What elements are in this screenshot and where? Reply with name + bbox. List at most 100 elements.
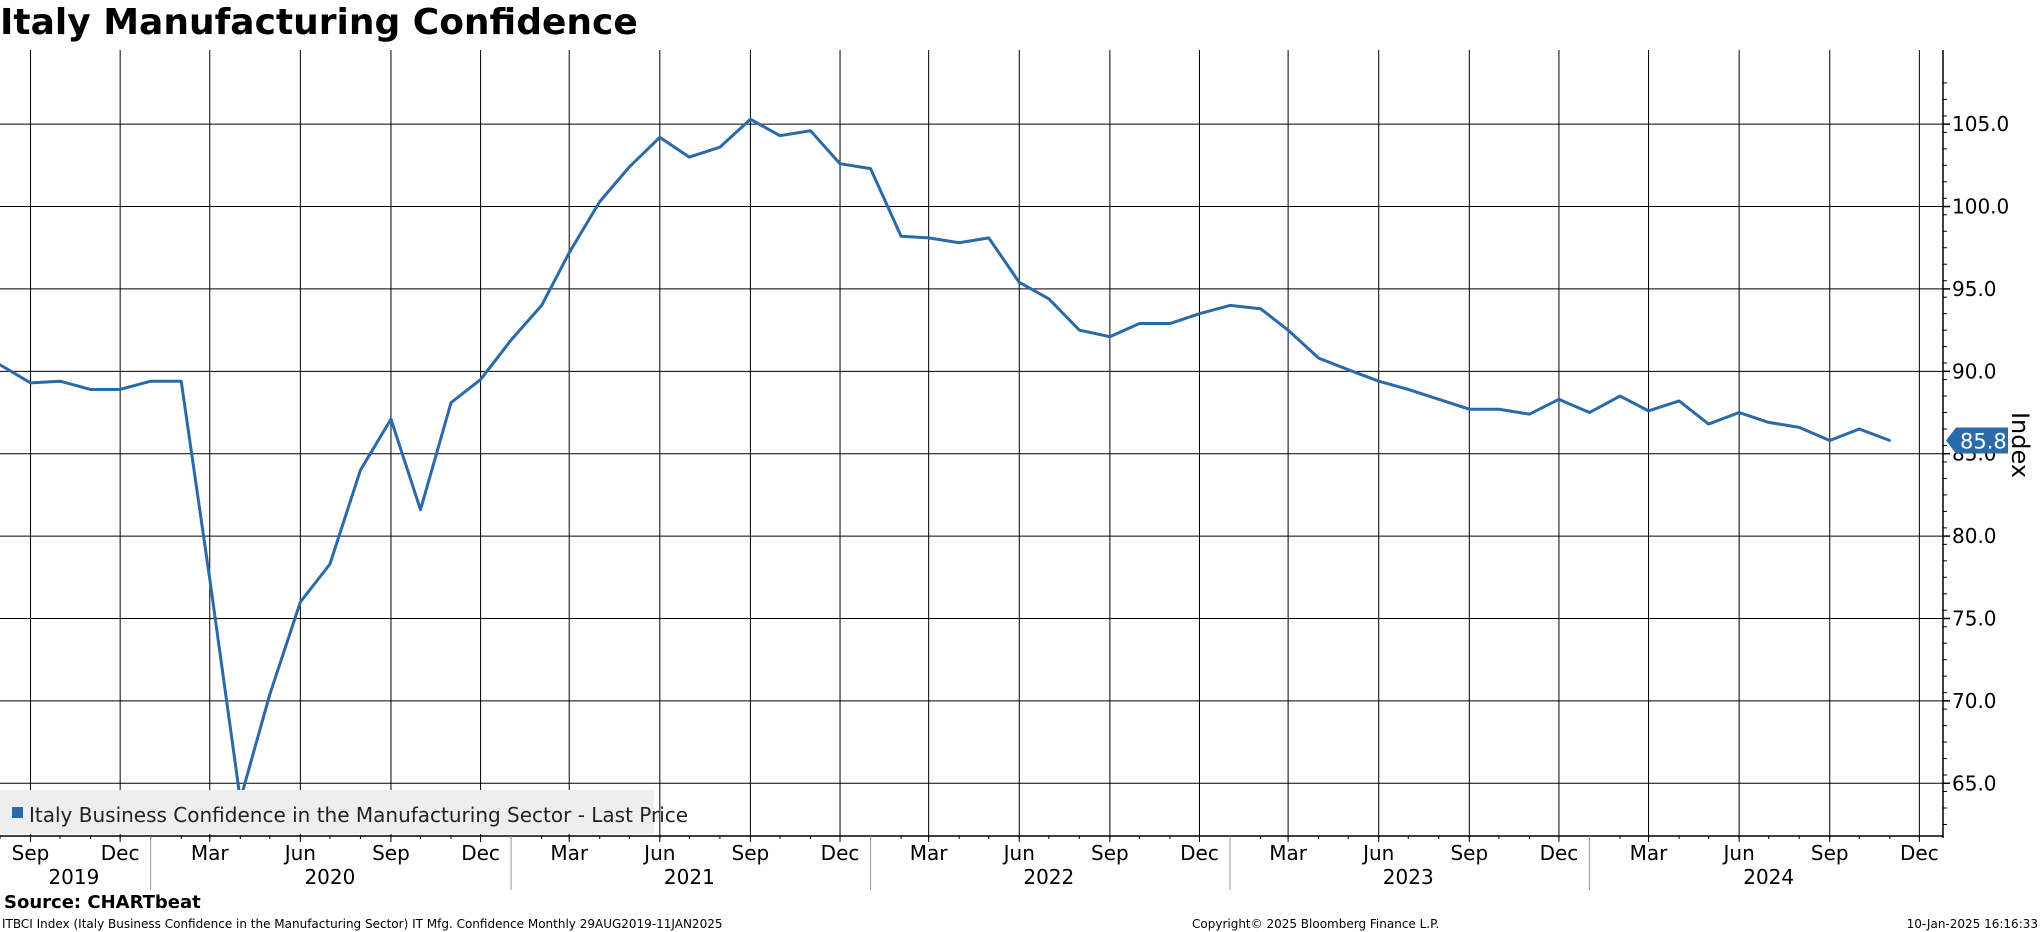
axes: 65.070.075.080.085.090.095.0100.0105.0In… [0, 50, 2034, 890]
data-point [1468, 408, 1471, 411]
x-tick-label: Mar [550, 841, 589, 865]
data-point [598, 200, 601, 203]
year-label: 2019 [48, 865, 99, 889]
x-tick-label: Dec [101, 841, 140, 865]
data-point [1228, 304, 1232, 307]
data-point [359, 468, 362, 472]
data-point [1346, 368, 1350, 371]
footer-copyright: Copyright© 2025 Bloomberg Finance L.P. [1192, 917, 1440, 931]
y-tick-label: 65.0 [1952, 771, 1997, 795]
data-point [180, 380, 183, 383]
data-point [987, 236, 990, 240]
y-tick-label: 105.0 [1952, 112, 2009, 136]
data-point [299, 600, 302, 604]
data-point [89, 388, 92, 391]
x-tick-label: Jun [1002, 841, 1035, 865]
data-point [479, 378, 482, 381]
x-tick-label: Sep [12, 841, 50, 865]
data-point [208, 577, 211, 581]
data-point [1198, 312, 1201, 315]
x-tick-label: Sep [1450, 841, 1488, 865]
data-point [568, 251, 571, 254]
y-axis-title: Index [2006, 412, 2034, 478]
data-point [957, 241, 961, 244]
footer-index-description: ITBCI Index (Italy Business Confidence i… [2, 917, 723, 931]
data-point [658, 136, 662, 139]
data-point [1528, 412, 1531, 416]
y-tick-label: 80.0 [1952, 524, 1997, 548]
data-point [1018, 281, 1021, 284]
data-point [1259, 307, 1262, 310]
y-tick-label: 95.0 [1952, 277, 1997, 301]
data-point [749, 118, 752, 121]
x-tick-label: Jun [642, 841, 675, 865]
x-tick-label: Sep [1091, 841, 1129, 865]
data-point [1767, 421, 1770, 424]
data-point [1437, 398, 1440, 401]
x-tick-label: Jun [1361, 841, 1394, 865]
legend: Italy Business Confidence in the Manufac… [0, 790, 688, 834]
legend-background [0, 790, 654, 834]
data-point [389, 417, 393, 421]
y-tick-label: 70.0 [1952, 689, 1997, 713]
x-tick-label: Dec [1540, 841, 1579, 865]
year-label: 2021 [664, 865, 715, 889]
data-point [1377, 380, 1380, 383]
data-point [328, 562, 332, 566]
chart-title: Italy Manufacturing Confidence [0, 2, 638, 43]
data-point [809, 129, 812, 132]
data-point [449, 401, 453, 404]
data-point [1737, 411, 1741, 414]
x-tick-label: Mar [910, 841, 949, 865]
last-value-label: 85.8 [1960, 430, 2007, 454]
data-point [718, 146, 722, 149]
data-point [1888, 439, 1892, 442]
data-point [1707, 422, 1710, 426]
data-point [1286, 328, 1290, 332]
x-tick-label: Mar [1630, 841, 1669, 865]
y-tick-label: 100.0 [1952, 195, 2009, 219]
data-point [688, 155, 691, 159]
x-tick-label: Jun [283, 841, 316, 865]
x-tick-label: Dec [821, 841, 860, 865]
data-point [1497, 408, 1501, 411]
x-tick-label: Dec [1900, 841, 1939, 865]
data-point [1317, 356, 1320, 360]
series-line [0, 117, 1891, 802]
gridlines [0, 50, 1943, 836]
series-layer: 85.8 [0, 117, 2008, 802]
data-point [1078, 328, 1081, 332]
x-tick-label: Dec [461, 841, 500, 865]
data-point [1047, 297, 1051, 301]
data-point [1557, 398, 1561, 401]
year-label: 2023 [1383, 865, 1434, 889]
data-point [778, 134, 782, 137]
data-point [0, 363, 2, 366]
x-tick-label: Jun [1722, 841, 1755, 865]
year-label: 2022 [1023, 865, 1074, 889]
data-point [149, 380, 152, 383]
data-point [268, 693, 272, 696]
x-tick-label: Sep [372, 841, 410, 865]
x-tick-label: Sep [732, 841, 770, 865]
data-point [58, 380, 62, 383]
last-value-flag [1946, 427, 2008, 454]
x-tick-label: Mar [1269, 841, 1308, 865]
data-point [1407, 388, 1410, 391]
x-tick-label: Mar [191, 841, 230, 865]
y-tick-label: 75.0 [1952, 606, 1997, 630]
data-point [1647, 409, 1650, 413]
data-point [509, 338, 513, 342]
data-point [1168, 322, 1172, 325]
data-point [1138, 322, 1141, 325]
x-tick-label: Sep [1811, 841, 1849, 865]
data-point [1108, 335, 1112, 338]
year-label: 2020 [304, 865, 355, 889]
data-point [869, 167, 872, 170]
data-point [1677, 399, 1681, 403]
data-point [1618, 394, 1622, 398]
data-point [899, 235, 903, 238]
data-point [1588, 411, 1591, 414]
data-point [1798, 426, 1801, 429]
